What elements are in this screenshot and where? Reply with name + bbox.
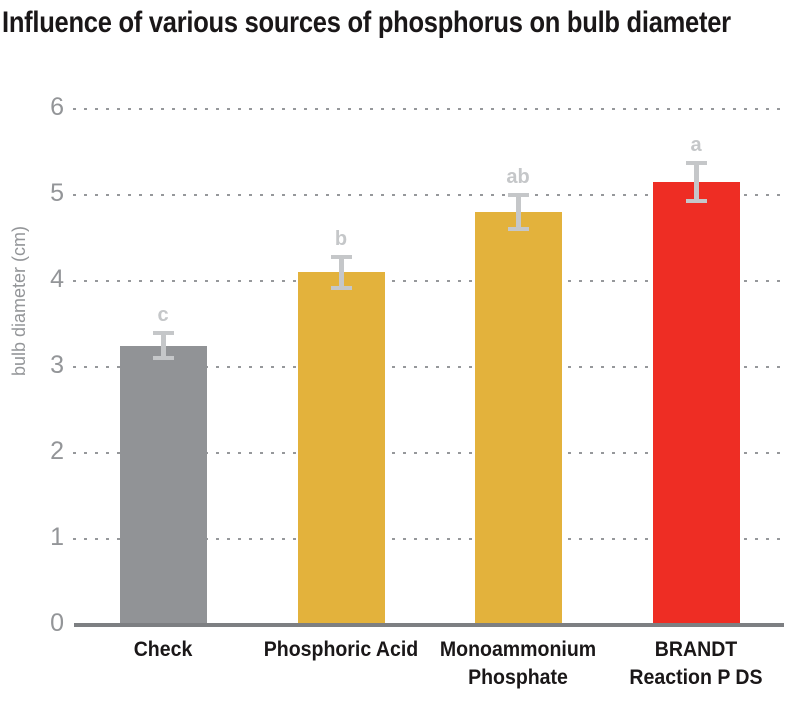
cap-bottom-monoammonium — [507, 227, 529, 232]
gridline-y4 — [73, 280, 784, 282]
bar-brandt — [652, 182, 740, 627]
error-bar-phosphoric-acid — [330, 255, 352, 290]
y-tick-label-3: 3 — [50, 351, 64, 379]
cap-bottom-check — [152, 356, 174, 361]
cap-top-monoammonium — [507, 193, 529, 198]
gridline-y2 — [73, 452, 784, 454]
y-tick-label-1: 1 — [50, 523, 64, 551]
y-tick-label-2: 2 — [50, 437, 64, 465]
category-label-brandt: BRANDT Reaction P DS — [629, 638, 763, 689]
vline-check — [160, 330, 166, 361]
error-bar-brandt — [685, 161, 707, 203]
gridline-y3 — [73, 366, 784, 368]
gridline-y1 — [73, 538, 784, 540]
bar-monoammonium — [474, 212, 562, 627]
cap-bottom-phosphoric-acid — [330, 285, 352, 290]
gridline-y5 — [73, 194, 784, 196]
cap-bottom-brandt — [685, 198, 707, 203]
sig-letter-check: c — [157, 303, 169, 326]
cap-top-phosphoric-acid — [330, 255, 352, 260]
bar-check — [119, 345, 207, 627]
error-bar-check — [152, 330, 174, 361]
category-label-monoammonium: Monoammonium Phosphate — [439, 638, 597, 689]
y-tick-label-6: 6 — [50, 93, 64, 121]
y-tick-label-4: 4 — [50, 265, 64, 293]
sig-letter-monoammonium: ab — [506, 166, 530, 189]
y-tick-label-0: 0 — [50, 609, 64, 637]
sig-letter-phosphoric-acid: b — [334, 228, 348, 251]
x-axis-line — [74, 623, 784, 627]
chart-title: Influence of various sources of phosphor… — [2, 6, 731, 39]
vline-phosphoric-acid — [338, 255, 344, 290]
category-label-check: Check — [133, 638, 193, 661]
gridline-y6 — [73, 108, 784, 110]
cap-top-brandt — [685, 161, 707, 166]
sig-letter-brandt: a — [690, 134, 702, 157]
cap-top-check — [152, 330, 174, 335]
category-label-phosphoric-acid: Phosphoric Acid — [263, 638, 419, 661]
bar-phosphoric-acid — [297, 272, 385, 627]
vline-brandt — [693, 161, 699, 203]
y-tick-label-5: 5 — [50, 179, 64, 207]
error-bar-monoammonium — [507, 193, 529, 232]
vline-monoammonium — [515, 193, 521, 232]
